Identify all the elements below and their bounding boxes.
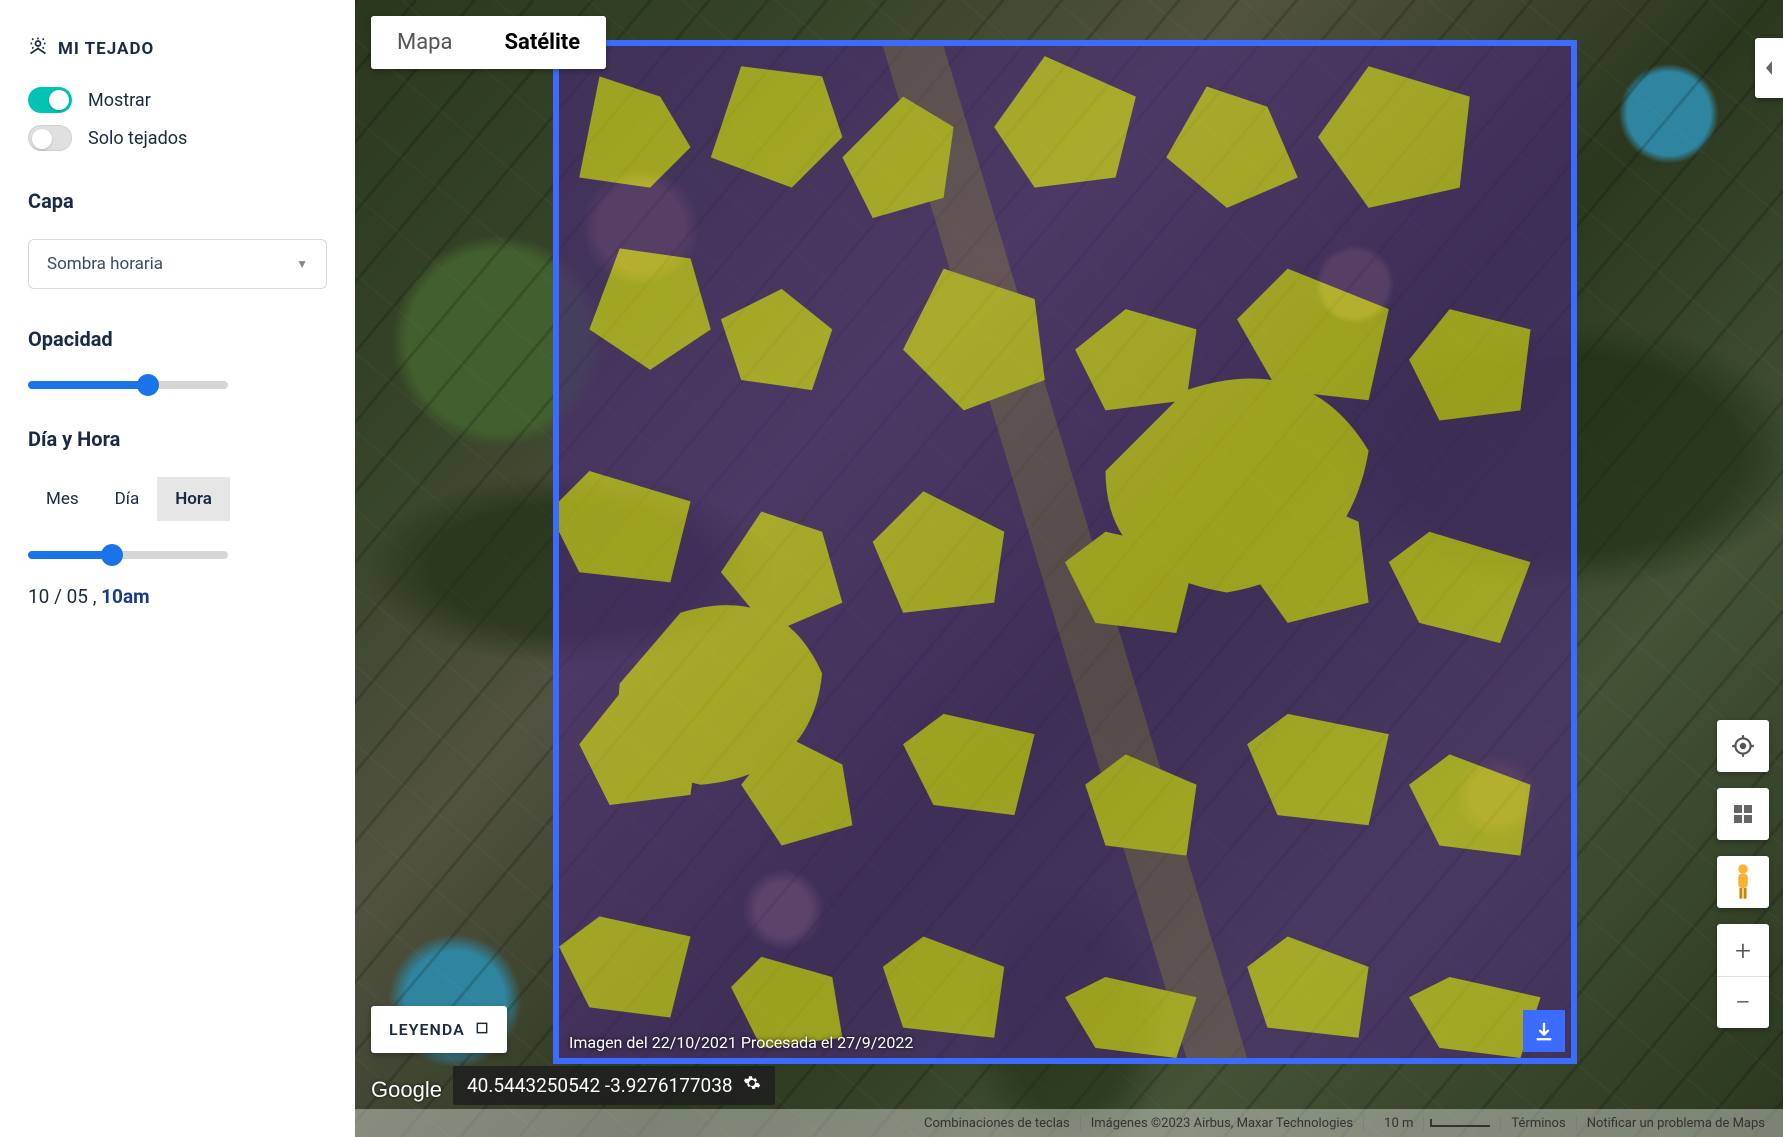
overlay-caption: Imagen del 22/10/2021 Procesada el 27/9/… [569,1033,913,1052]
attrib-report[interactable]: Notificar un problema de Maps [1577,1116,1775,1131]
scale-line-icon [1430,1119,1490,1127]
opacidad-slider[interactable] [28,377,327,389]
diahora-label: Día y Hora [28,427,327,451]
download-button[interactable] [1523,1010,1565,1052]
toggle-mostrar-label: Mostrar [88,90,151,111]
toggle-solo-tejados-label: Solo tejados [88,128,187,149]
legend-label: LEYENDA [389,1020,465,1039]
opacidad-fill [28,381,148,389]
sidebar: MI TEJADO Mostrar Solo tejados Capa Somb… [0,0,355,1137]
maptype-mapa[interactable]: Mapa [371,16,479,69]
sun-roof-icon [28,36,48,61]
google-logo: Google [371,1077,442,1103]
toggle-mostrar[interactable] [28,87,72,113]
coords-bar: 40.5443250542 -3.9276177038 [453,1066,775,1105]
overlay-heatmap [559,46,1571,1058]
zoom-control: + − [1717,924,1769,1028]
expand-icon [475,1020,489,1039]
maptype-satelite[interactable]: Satélite [479,16,607,69]
seg-dia[interactable]: Día [97,477,158,521]
attrib-scale: 10 m [1364,1116,1501,1131]
attribution-bar: Combinaciones de teclas Imágenes ©2023 A… [355,1109,1783,1137]
opacidad-label: Opacidad [28,327,327,351]
toggle-solo-tejados[interactable] [28,125,72,151]
maptype-switch: Mapa Satélite [371,16,606,69]
capa-select[interactable]: Sombra horaria ▼ [28,239,327,289]
scale-label: 10 m [1374,1116,1424,1131]
diahora-segments: Mes Día Hora [28,477,327,521]
capa-selected-value: Sombra horaria [47,254,163,274]
legend-button[interactable]: LEYENDA [371,1006,507,1053]
map-canvas[interactable]: Imagen del 22/10/2021 Procesada el 27/9/… [355,0,1783,1137]
diahora-time: 10am [101,585,149,608]
diahora-fill [28,551,112,559]
zoom-in-button[interactable]: + [1717,924,1769,976]
opacidad-track [28,381,228,389]
zoom-out-button[interactable]: − [1717,976,1769,1028]
sidebar-title-text: MI TEJADO [58,39,154,59]
gear-icon[interactable] [743,1074,761,1097]
seg-mes[interactable]: Mes [28,477,97,521]
attrib-shortcuts[interactable]: Combinaciones de teclas [914,1116,1081,1131]
collapse-right-panel[interactable] [1755,38,1783,98]
attrib-terms[interactable]: Términos [1501,1116,1576,1131]
diahora-date: 10 / 05 , [28,585,101,608]
chevron-down-icon: ▼ [296,257,308,271]
toggle-solo-tejados-row: Solo tejados [28,125,327,151]
coords-value: 40.5443250542 -3.9276177038 [467,1074,733,1097]
pegman-button[interactable] [1717,856,1769,908]
diahora-slider[interactable] [28,547,327,559]
toggle-mostrar-row: Mostrar [28,87,327,113]
analysis-overlay: Imagen del 22/10/2021 Procesada el 27/9/… [553,40,1577,1064]
diahora-track [28,551,228,559]
opacidad-thumb[interactable] [137,374,159,396]
diahora-thumb[interactable] [101,544,123,566]
layers-button[interactable] [1717,788,1769,840]
map-controls: + − [1717,720,1769,1028]
locate-button[interactable] [1717,720,1769,772]
app-root: MI TEJADO Mostrar Solo tejados Capa Somb… [0,0,1783,1137]
attrib-imagery: Imágenes ©2023 Airbus, Maxar Technologie… [1081,1116,1364,1131]
seg-hora[interactable]: Hora [157,477,230,521]
capa-label: Capa [28,189,327,213]
sidebar-title: MI TEJADO [28,36,327,61]
diahora-readout: 10 / 05 , 10am [28,585,327,608]
